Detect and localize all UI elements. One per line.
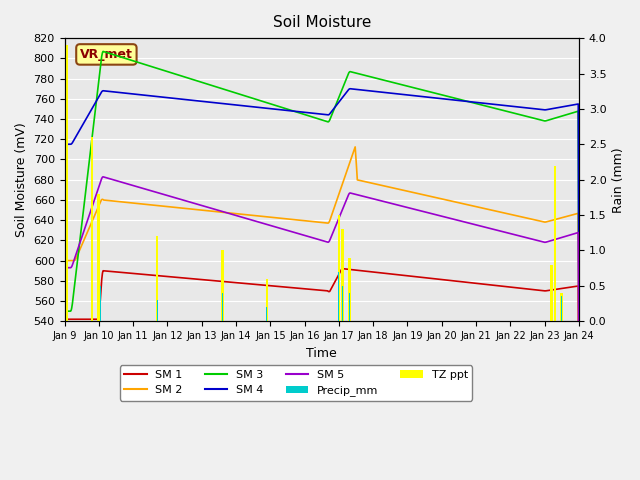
Bar — [561, 297, 563, 321]
Text: VR_met: VR_met — [80, 48, 133, 61]
Bar — [156, 236, 159, 321]
Legend: SM 1, SM 2, SM 3, SM 4, SM 5, Precip_mm, TZ ppt: SM 1, SM 2, SM 3, SM 4, SM 5, Precip_mm,… — [120, 365, 472, 401]
Bar — [65, 45, 68, 321]
Bar — [337, 215, 340, 321]
Y-axis label: Rain (mm): Rain (mm) — [612, 147, 625, 213]
Bar — [342, 286, 343, 321]
Bar — [550, 264, 553, 321]
Bar — [97, 194, 100, 321]
Bar — [100, 286, 101, 321]
Y-axis label: Soil Moisture (mV): Soil Moisture (mV) — [15, 122, 28, 237]
Bar — [341, 229, 344, 321]
Bar — [348, 258, 351, 321]
Bar — [222, 293, 223, 321]
Bar — [91, 137, 93, 321]
Bar — [266, 307, 268, 321]
Title: Soil Moisture: Soil Moisture — [273, 15, 371, 30]
X-axis label: Time: Time — [307, 347, 337, 360]
Bar — [221, 251, 223, 321]
Bar — [561, 293, 563, 321]
Bar — [554, 166, 556, 321]
Bar — [266, 279, 268, 321]
